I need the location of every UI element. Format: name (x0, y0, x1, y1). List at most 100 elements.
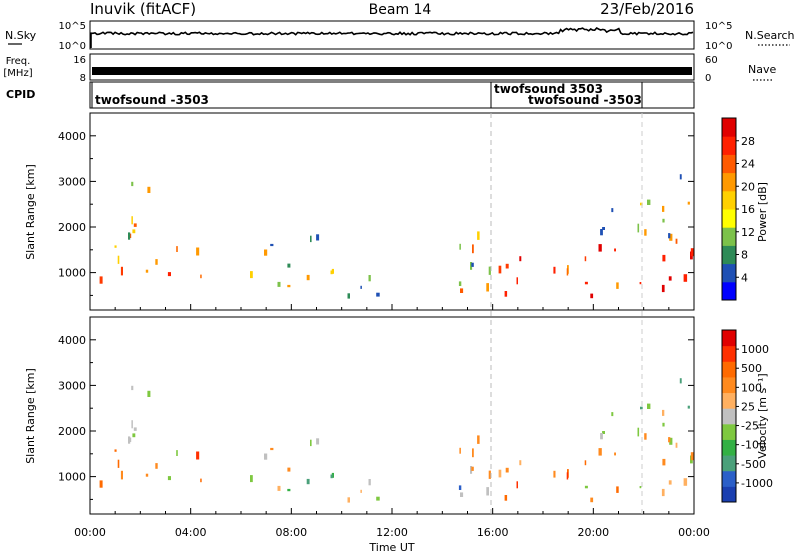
date-title: 23/Feb/2016 (600, 0, 694, 18)
colorbar-segment (722, 263, 736, 283)
power-cell (690, 248, 694, 257)
colorbar-segment (722, 439, 736, 456)
colorbar-tick-label: 25 (741, 400, 755, 413)
cpid-program-2: twofsound -3503 (528, 93, 642, 107)
colorbar-tick-label: 500 (741, 362, 762, 375)
velocity-cell (662, 409, 665, 416)
power-cell (668, 233, 671, 239)
velocity-cell (486, 487, 489, 496)
colorbar-segment (722, 281, 736, 301)
velocity-cell (679, 378, 682, 384)
power-cell (200, 274, 202, 279)
velocity-cell (516, 481, 518, 489)
power-cell (602, 227, 605, 230)
power-cell (330, 270, 333, 275)
velocity-cell (200, 478, 202, 483)
velocity-ylabel: Slant Range [km] (24, 368, 37, 464)
power-cell (310, 235, 312, 243)
colorbar-tick-label: 12 (741, 226, 755, 239)
velocity-cell (675, 442, 678, 448)
power-cell (675, 238, 678, 244)
y-tick-label: 3000 (58, 379, 86, 392)
velocity-cell (639, 486, 642, 489)
colorbar-segment (722, 392, 736, 409)
velocity-cell (498, 469, 502, 478)
velocity-cell (330, 474, 333, 479)
power-cell (584, 256, 587, 262)
cpid-label: CPID (6, 88, 35, 101)
power-cell (99, 276, 103, 284)
velocity-cell (640, 406, 643, 410)
power-cell (316, 234, 320, 241)
colorbar-segment (722, 245, 736, 265)
power-cell (637, 223, 640, 233)
power-cell (486, 283, 489, 292)
colorbar-segment (722, 209, 736, 228)
nsearch-tick-bottom: 10^0 (705, 41, 732, 52)
velocity-cell (167, 476, 171, 481)
velocity-cell (132, 433, 136, 438)
y-tick-label: 4000 (58, 130, 86, 143)
power-cell (611, 208, 614, 213)
velocity-cell (488, 470, 491, 479)
colorbar-tick-label: 24 (741, 158, 755, 171)
power-cell (114, 245, 117, 248)
power-cell (117, 255, 120, 264)
velocity-cell (306, 478, 310, 485)
colorbar-segment (722, 136, 736, 155)
beam-title: Beam 14 (369, 2, 432, 18)
power-cell (120, 266, 123, 276)
power-cell (498, 265, 502, 274)
velocity-cell (602, 431, 605, 434)
power-panel: 4000 3000 2000 1000 Slant Range [km] 28 24 20… (24, 112, 769, 311)
colorbar-segment (722, 486, 736, 503)
power-cell (516, 277, 518, 285)
velocity-cell (287, 467, 291, 472)
power-cell (331, 268, 334, 274)
velocity-cell (310, 439, 312, 447)
velocity-colorbar: 1000 500 100 25 -25 -100 -500 -1000 (721, 329, 773, 503)
nave-tick-top: 60 (705, 55, 718, 66)
velocity-cell (662, 422, 665, 427)
x-tick-label: 00:00 (74, 526, 106, 539)
y-tick-label: 2000 (58, 425, 86, 438)
power-cell (687, 201, 690, 205)
freq-panel: Freq. [MHz] 16 8 60 0 Nave (3, 53, 776, 84)
freq-unit-label: [MHz] (3, 68, 32, 79)
velocity-cell (690, 452, 694, 461)
freq-tick-bottom: 8 (80, 73, 86, 84)
x-axis-label: Time UT (368, 541, 414, 554)
colorbar-segment (722, 190, 736, 210)
power-cell (277, 281, 281, 287)
x-tick-label: 00:00 (678, 526, 710, 539)
velocity-cell (99, 480, 103, 488)
power-cell (360, 285, 362, 289)
power-cell (647, 199, 651, 205)
power-cell (505, 263, 509, 269)
cpid-program-0: twofsound -3503 (95, 93, 209, 107)
cpid-program-1: twofsound 3503 (494, 82, 603, 96)
colorbar-segment (722, 330, 736, 347)
x-axis-ticks: 00:00 04:00 08:00 12:00 16:00 20:00 00:00 (74, 304, 710, 539)
power-cell (128, 232, 131, 240)
nsky-label: N.Sky (5, 29, 37, 42)
power-cell (504, 291, 508, 297)
power-cell (131, 216, 133, 225)
velocity-cell (477, 435, 480, 444)
power-cell (662, 254, 666, 262)
x-tick-label: 20:00 (577, 526, 609, 539)
velocity-cell (376, 496, 380, 501)
power-cell (167, 272, 171, 277)
power-cell (147, 186, 151, 193)
velocity-cell (250, 475, 253, 483)
velocity-cell (566, 472, 569, 480)
colorbar-segment (722, 376, 736, 394)
velocity-cell (614, 452, 616, 456)
velocity-y-ticks: 4000 3000 2000 1000 (58, 334, 694, 500)
velocity-cell (131, 385, 134, 391)
velocity-cell (519, 460, 522, 466)
power-cell (662, 205, 665, 212)
velocity-cell (470, 466, 473, 474)
colorbar-segment (722, 154, 736, 174)
